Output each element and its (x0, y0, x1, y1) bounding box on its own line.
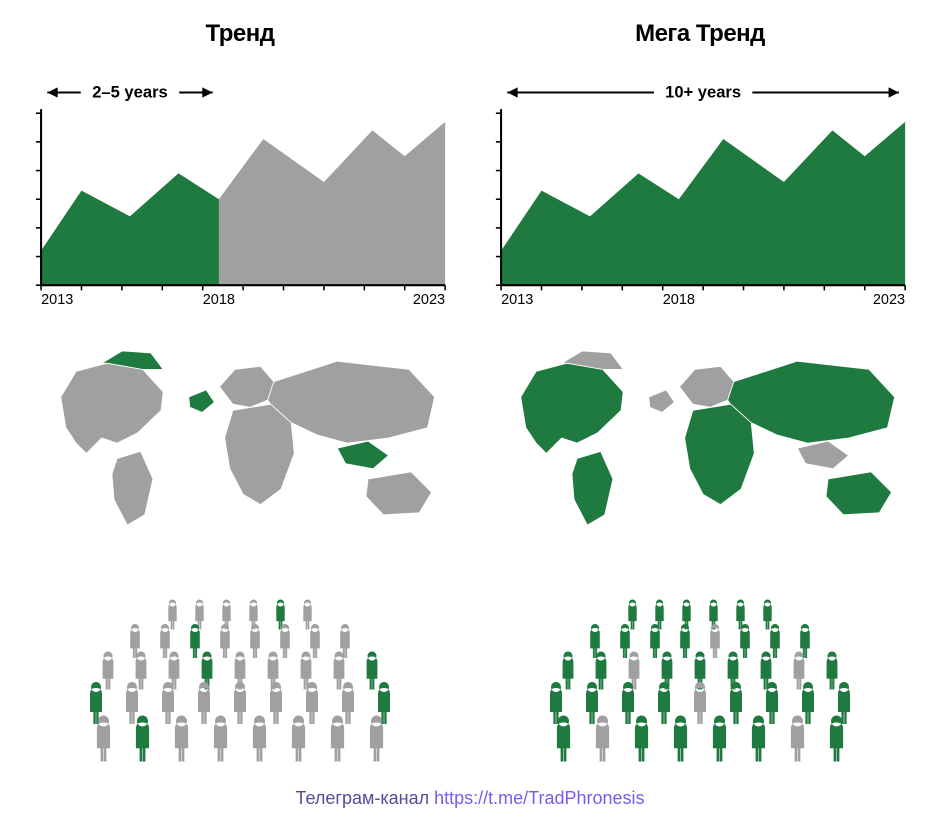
footer-link[interactable]: https://t.me/TradPhronesis (434, 788, 644, 808)
svg-text:2013: 2013 (501, 292, 533, 308)
right-map (490, 338, 910, 538)
left-chart: 2013 2018 2023 2–5 years (30, 78, 450, 308)
svg-text:2018: 2018 (203, 292, 235, 308)
right-title: Мега Тренд (490, 20, 910, 48)
left-map (30, 338, 450, 538)
right-chart: 2013 2018 2023 10+ years (490, 78, 910, 308)
right-people (490, 568, 910, 768)
svg-text:2018: 2018 (663, 292, 695, 308)
footer: Телеграм-канал https://t.me/TradPhronesi… (20, 788, 920, 809)
left-title: Тренд (30, 20, 450, 48)
left-people (30, 568, 450, 768)
svg-text:2013: 2013 (41, 292, 73, 308)
svg-text:2023: 2023 (873, 292, 905, 308)
svg-text:2–5 years: 2–5 years (92, 83, 168, 102)
footer-label: Телеграм-канал (295, 788, 434, 808)
svg-text:10+ years: 10+ years (665, 83, 741, 102)
svg-text:2023: 2023 (413, 292, 445, 308)
